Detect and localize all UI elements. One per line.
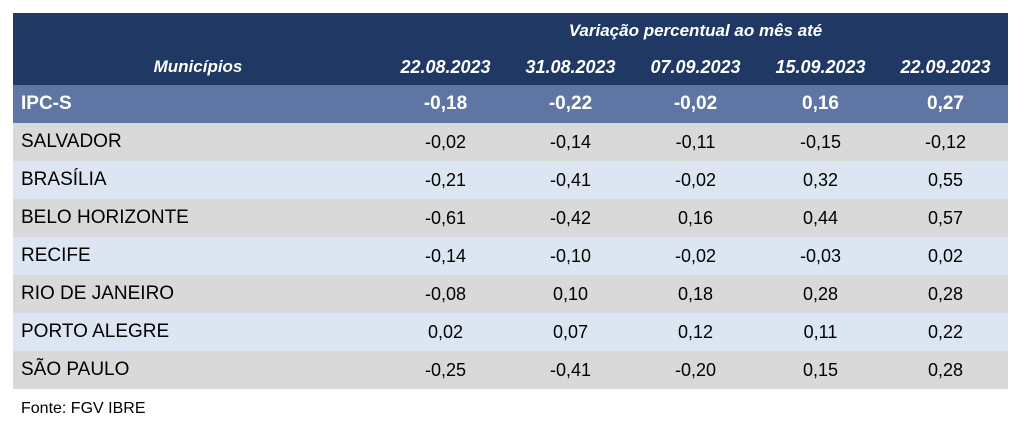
group-header: Variação percentual ao mês até bbox=[568, 21, 823, 40]
date-header: 22.09.2023 bbox=[900, 56, 991, 77]
row-value: -0,41 bbox=[549, 359, 592, 380]
row-value: 0,28 bbox=[927, 359, 964, 380]
source-note: Fonte: FGV IBRE bbox=[21, 400, 146, 417]
table-row: SÃO PAULO -0,25 -0,41 -0,20 0,15 0,28 bbox=[13, 351, 1008, 389]
row-value: -0,02 bbox=[424, 131, 467, 152]
row-value: 0,55 bbox=[927, 169, 964, 190]
table-row: SALVADOR -0,02 -0,14 -0,11 -0,15 -0,12 bbox=[13, 123, 1008, 161]
row-value: 0,18 bbox=[677, 283, 714, 304]
row-value: 0,07 bbox=[552, 321, 589, 342]
row-value: 0,28 bbox=[802, 283, 839, 304]
date-header: 07.09.2023 bbox=[650, 56, 741, 77]
table-row: RIO DE JANEIRO -0,08 0,10 0,18 0,28 0,28 bbox=[13, 275, 1008, 313]
row-value: -0,15 bbox=[799, 131, 842, 152]
row-value: 0,02 bbox=[427, 321, 464, 342]
table-row: BRASÍLIA -0,21 -0,41 -0,02 0,32 0,55 bbox=[13, 161, 1008, 199]
row-value: -0,41 bbox=[549, 169, 592, 190]
row-value: -0,10 bbox=[549, 245, 592, 266]
table-row: BELO HORIZONTE -0,61 -0,42 0,16 0,44 0,5… bbox=[13, 199, 1008, 237]
date-header: 31.08.2023 bbox=[525, 56, 616, 77]
header-row-columns: Municípios 22.08.2023 31.08.2023 07.09.2… bbox=[13, 49, 1008, 85]
row-value: 0,15 bbox=[802, 359, 839, 380]
date-header: 15.09.2023 bbox=[775, 56, 866, 77]
row-value: -0,02 bbox=[674, 169, 717, 190]
row-value: -0,02 bbox=[674, 245, 717, 266]
ipc-s-table: Variação percentual ao mês até Município… bbox=[13, 13, 1008, 389]
municipios-header: Municípios bbox=[13, 57, 383, 77]
row-value: 0,28 bbox=[927, 283, 964, 304]
row-value: 0,10 bbox=[552, 283, 589, 304]
date-header: 22.08.2023 bbox=[400, 56, 491, 77]
row-value: 0,44 bbox=[802, 207, 839, 228]
row-name: IPC-S bbox=[21, 93, 72, 114]
row-value: -0,08 bbox=[424, 283, 467, 304]
row-value: -0,20 bbox=[674, 359, 717, 380]
row-value: -0,22 bbox=[548, 93, 593, 114]
row-value: -0,25 bbox=[424, 359, 467, 380]
row-value: 0,32 bbox=[802, 169, 839, 190]
row-value: -0,02 bbox=[673, 93, 718, 114]
row-name: RECIFE bbox=[21, 245, 91, 266]
row-value: 0,16 bbox=[802, 93, 839, 114]
row-value: -0,21 bbox=[424, 169, 467, 190]
row-name: SÃO PAULO bbox=[21, 359, 130, 380]
row-name: RIO DE JANEIRO bbox=[21, 283, 175, 304]
row-value: -0,11 bbox=[675, 131, 716, 152]
row-value: -0,12 bbox=[924, 131, 967, 152]
row-value: 0,27 bbox=[927, 93, 964, 114]
row-value: 0,22 bbox=[927, 321, 964, 342]
row-value: 0,16 bbox=[677, 207, 714, 228]
header-row-group: Variação percentual ao mês até bbox=[13, 13, 1008, 49]
row-value: 0,57 bbox=[927, 207, 964, 228]
row-value: 0,12 bbox=[677, 321, 714, 342]
row-name: SALVADOR bbox=[21, 131, 122, 152]
row-value: -0,14 bbox=[424, 245, 467, 266]
index-row-ipc-s: IPC-S -0,18 -0,22 -0,02 0,16 0,27 bbox=[13, 85, 1008, 123]
row-value: -0,42 bbox=[549, 207, 592, 228]
row-name: BELO HORIZONTE bbox=[21, 207, 189, 228]
row-value: -0,18 bbox=[423, 93, 468, 114]
row-value: -0,03 bbox=[799, 245, 842, 266]
row-value: -0,14 bbox=[549, 131, 592, 152]
row-value: -0,61 bbox=[424, 207, 467, 228]
row-value: 0,11 bbox=[803, 321, 838, 342]
row-value: 0,02 bbox=[927, 245, 964, 266]
row-name: PORTO ALEGRE bbox=[21, 321, 170, 342]
table-row: RECIFE -0,14 -0,10 -0,02 -0,03 0,02 bbox=[13, 237, 1008, 275]
municipios-header-label: Municípios bbox=[153, 57, 243, 76]
row-name: BRASÍLIA bbox=[21, 169, 107, 190]
table-row: PORTO ALEGRE 0,02 0,07 0,12 0,11 0,22 bbox=[13, 313, 1008, 351]
